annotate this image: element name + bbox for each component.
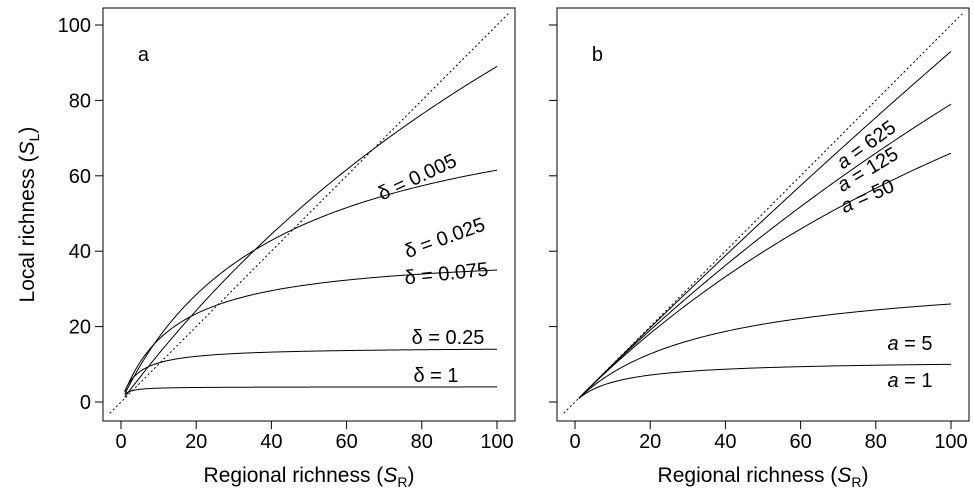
series-label: a = 5 [887, 333, 932, 355]
x-axis-title: Regional richness (SR) [204, 464, 415, 490]
x-tick-label: 0 [115, 431, 126, 453]
plot-frame [102, 7, 516, 422]
x-tick-label: 0 [569, 431, 580, 453]
panel-letter: b [592, 44, 603, 66]
x-tick-label: 60 [789, 431, 811, 453]
series-line [578, 51, 952, 399]
series-line [578, 103, 952, 399]
x-tick-label: 100 [934, 431, 967, 453]
series-label: a = 1 [887, 370, 932, 392]
series-label: δ = 0.025 [402, 214, 488, 263]
series-line [578, 303, 952, 399]
x-tick-label: 100 [480, 431, 513, 453]
y-tick-label: 40 [69, 241, 91, 263]
series-line [124, 348, 498, 392]
series-label: δ = 0.25 [412, 327, 485, 349]
series-line [578, 363, 952, 399]
reference-line-1to1 [109, 13, 509, 414]
y-axis-title: Local richness (SL) [16, 127, 42, 303]
y-tick-label: 20 [69, 317, 91, 339]
series-line [124, 66, 498, 398]
series-line [124, 386, 497, 395]
x-tick-label: 80 [411, 431, 433, 453]
x-tick-label: 60 [335, 431, 357, 453]
x-tick-label: 20 [639, 431, 661, 453]
y-tick-label: 60 [69, 166, 91, 188]
x-axis-title: Regional richness (SR) [658, 464, 869, 490]
x-tick-label: 80 [865, 431, 887, 453]
x-tick-label: 20 [185, 431, 207, 453]
series-line [578, 152, 952, 399]
panel-letter: a [138, 44, 150, 66]
y-tick-label: 80 [69, 90, 91, 112]
panel-a: 0 20 40 60 80 100 0 20 40 60 80 100 Regional richnes… [16, 7, 516, 490]
y-tick-label: 0 [80, 392, 91, 414]
series-label: δ = 0.005 [375, 150, 460, 205]
series-line [124, 269, 498, 393]
series-line [124, 169, 498, 395]
series-label: δ = 1 [413, 365, 458, 387]
series-label: δ = 0.075 [403, 259, 489, 290]
x-tick-label: 40 [714, 431, 736, 453]
y-tick-label: 100 [58, 15, 91, 37]
x-tick-label: 40 [260, 431, 282, 453]
plot-frame [556, 7, 970, 422]
